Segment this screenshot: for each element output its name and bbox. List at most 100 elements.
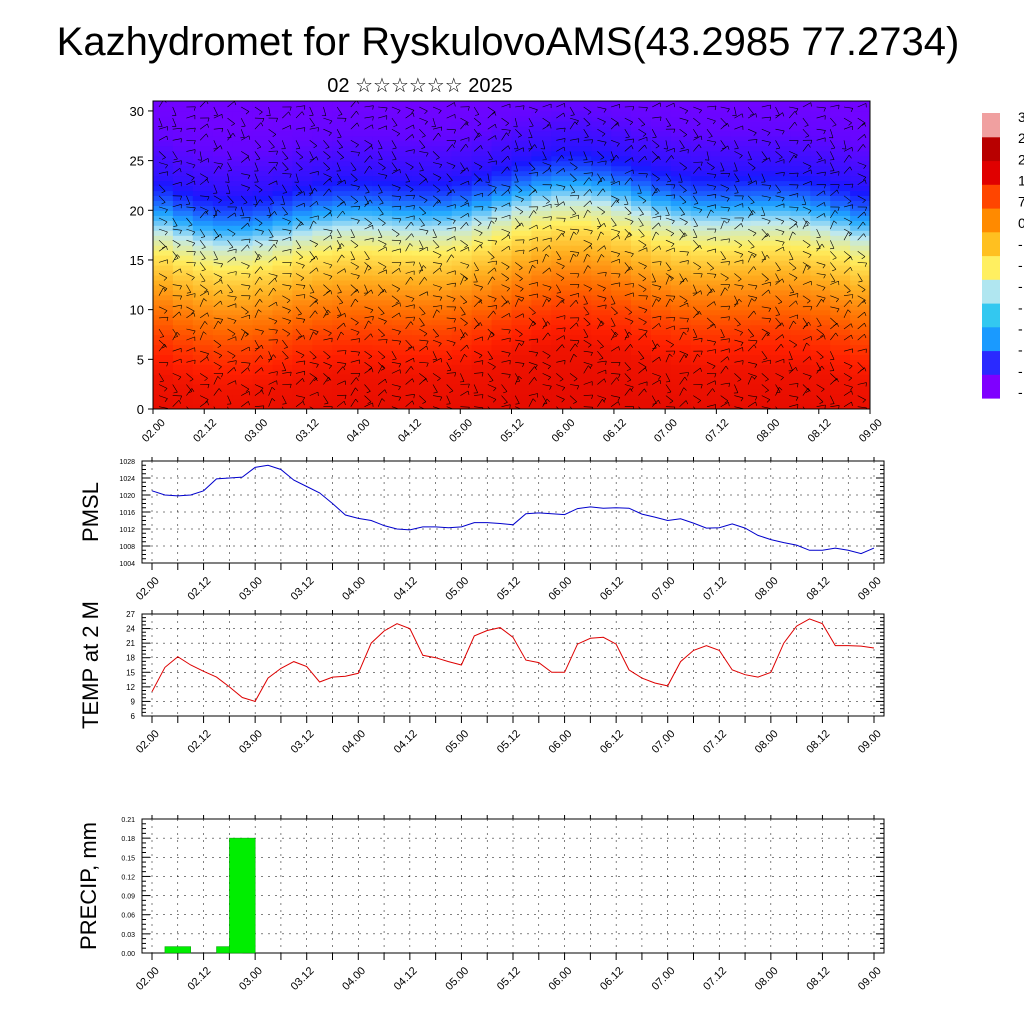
- wind-barb-flag: [413, 346, 415, 351]
- wind-barb: [254, 299, 261, 307]
- temperature-cell: [431, 374, 453, 380]
- wind-barb-flag: [618, 346, 620, 351]
- wind-barb-flag: [468, 383, 470, 388]
- temperature-cell: [591, 106, 612, 112]
- wind-barb: [569, 151, 573, 161]
- temperature-cell: [790, 289, 811, 296]
- temperature-cell: [631, 359, 652, 365]
- temperature-cell: [312, 260, 333, 266]
- wind-barb: [473, 117, 482, 125]
- wind-barb: [569, 173, 577, 181]
- temperature-cell: [172, 210, 194, 216]
- temperature-cell: [491, 190, 513, 196]
- temperature-cell: [352, 389, 373, 395]
- temperature-cell: [153, 150, 174, 157]
- temperature-cell: [810, 359, 831, 365]
- wind-barb: [241, 306, 249, 313]
- temperature-cell: [471, 225, 493, 231]
- wind-barb-flag: [313, 378, 318, 382]
- temperature-cell: [511, 299, 532, 306]
- wind-barb: [487, 305, 497, 308]
- wind-barb-flag: [630, 253, 634, 258]
- wind-barb-flag: [618, 235, 620, 240]
- temperature-cell: [471, 180, 493, 187]
- wind-barb: [528, 237, 538, 241]
- wind-barb-flag: [806, 220, 810, 224]
- wind-barb: [665, 247, 675, 252]
- wind-barb-flag: [724, 400, 729, 404]
- temperature-cell: [591, 145, 612, 152]
- temperature-cell: [790, 101, 811, 107]
- wind-barb-flag: [601, 133, 606, 137]
- temperature-cell: [312, 135, 333, 142]
- temperature-cell: [491, 175, 513, 182]
- temperature-cell: [352, 120, 373, 127]
- wind-barb-flag: [399, 268, 401, 273]
- temperature-cell: [591, 349, 612, 355]
- temperature-cell: [352, 334, 373, 341]
- temperature-cell: [790, 125, 811, 132]
- wind-barb-flag: [356, 122, 360, 127]
- temperature-cell: [650, 180, 672, 187]
- temperature-cell: [611, 115, 632, 122]
- wind-barb-flag: [162, 345, 166, 349]
- wind-barb-flag: [753, 254, 757, 259]
- temperature-cell: [212, 334, 234, 341]
- temperature-cell: [531, 190, 552, 196]
- wind-barb-flag: [639, 214, 644, 216]
- temperature-cell: [750, 120, 771, 127]
- wind-barb: [227, 271, 237, 274]
- wind-barb: [610, 306, 618, 314]
- wind-barb: [624, 362, 631, 370]
- wind-barb: [460, 213, 469, 219]
- wind-barb: [501, 166, 508, 174]
- temperature-cell: [212, 210, 234, 216]
- wind-barb-flag: [164, 209, 168, 213]
- temperature-cell: [571, 374, 592, 380]
- wind-barb: [679, 195, 687, 203]
- wind-barb: [378, 317, 387, 322]
- wind-barb: [282, 111, 289, 119]
- wind-barb: [460, 202, 469, 208]
- temperature-cell: [750, 240, 771, 246]
- wind-barb: [556, 262, 565, 267]
- wind-barb: [611, 228, 620, 232]
- temperature-cell: [212, 384, 234, 390]
- wind-barb-flag: [694, 136, 699, 138]
- wind-barb-flag: [693, 225, 698, 227]
- temperature-cell: [730, 180, 752, 187]
- wind-barb-flag: [356, 220, 360, 224]
- wind-barb: [199, 151, 202, 161]
- wind-barb-flag: [205, 210, 209, 215]
- temperature-cell: [411, 120, 433, 127]
- wind-barb: [775, 358, 785, 363]
- wind-barb-flag: [480, 178, 483, 183]
- wind-barb: [652, 261, 662, 263]
- wind-barb: [323, 178, 331, 185]
- wind-barb: [158, 273, 168, 279]
- wind-barb-flag: [683, 167, 687, 171]
- wind-barb: [788, 320, 794, 330]
- temperature-cell: [690, 155, 712, 162]
- temperature-cell: [531, 210, 552, 216]
- wind-barb: [624, 317, 634, 322]
- wind-barb-flag: [452, 189, 456, 194]
- wind-barb: [227, 380, 236, 385]
- wind-barb-flag: [395, 233, 400, 237]
- temperature-cell: [850, 279, 870, 286]
- temperature-cell: [730, 304, 752, 311]
- temperature-cell: [551, 130, 572, 137]
- temperature-cell: [411, 374, 433, 380]
- temperature-cell: [710, 284, 732, 291]
- wind-barb: [802, 144, 809, 152]
- wind-barb: [241, 135, 250, 141]
- temperature-cell: [830, 274, 851, 281]
- temperature-cell: [411, 106, 433, 112]
- temperature-cell: [172, 135, 194, 142]
- wind-barb-flag: [413, 261, 415, 266]
- temperature-cell: [670, 384, 692, 390]
- temperature-cell: [312, 125, 333, 132]
- temperature-cell: [292, 309, 313, 316]
- temperature-cell: [471, 369, 493, 375]
- wind-barb-flag: [489, 380, 494, 383]
